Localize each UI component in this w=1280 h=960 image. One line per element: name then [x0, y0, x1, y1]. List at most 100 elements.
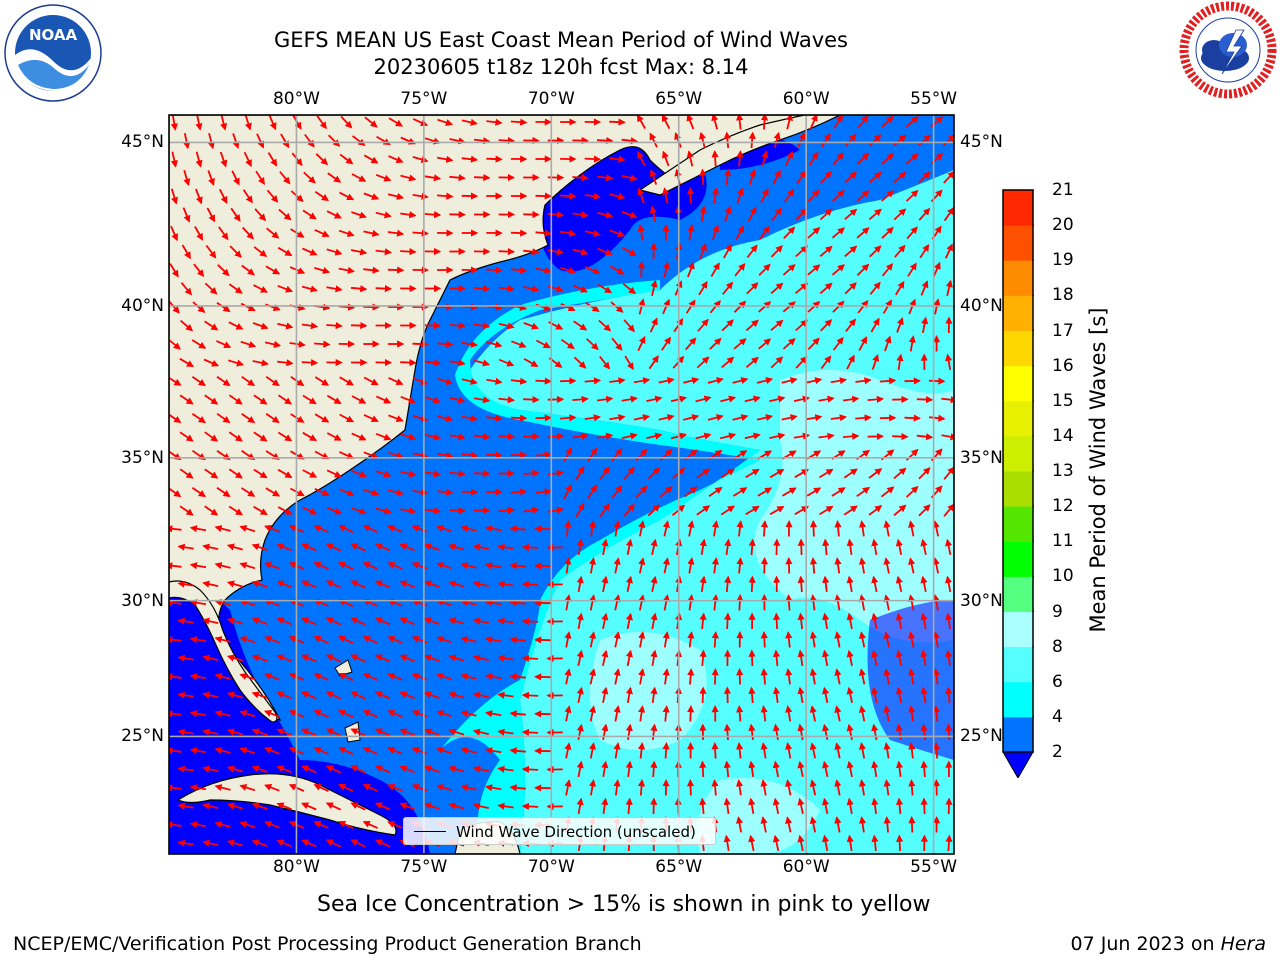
wave-direction-arrow [216, 412, 231, 424]
wave-direction-arrow [399, 617, 416, 626]
wave-direction-arrow [497, 691, 514, 699]
wave-direction-arrow [621, 432, 638, 440]
wave-direction-arrow [904, 414, 921, 422]
wave-direction-arrow [871, 797, 879, 815]
wave-direction-arrow [746, 244, 758, 258]
nws-logo [1178, 0, 1278, 100]
wave-direction-arrow [374, 691, 391, 700]
wave-direction-arrow [943, 503, 954, 517]
wave-direction-arrow [572, 211, 589, 219]
wave-direction-arrow [228, 505, 244, 516]
wave-direction-arrow [510, 266, 528, 274]
wave-direction-arrow [769, 505, 785, 516]
wave-direction-arrow [588, 557, 597, 574]
wave-direction-arrow [239, 673, 256, 681]
wave-direction-arrow [202, 691, 219, 699]
wave-direction-arrow [535, 488, 552, 496]
wave-direction-arrow [575, 465, 585, 481]
wave-direction-arrow [809, 557, 818, 574]
wave-direction-arrow [809, 779, 817, 796]
wave-direction-arrow [351, 173, 367, 182]
wave-direction-arrow [721, 356, 735, 369]
wave-direction-arrow [350, 248, 368, 256]
wave-direction-arrow [758, 301, 772, 313]
wave-direction-arrow [723, 131, 731, 149]
wave-direction-arrow [205, 244, 217, 259]
wave-direction-arrow [436, 784, 452, 792]
wave-direction-arrow [523, 248, 540, 256]
wave-direction-arrow [746, 282, 759, 295]
wave-direction-arrow [325, 543, 342, 552]
wave-direction-arrow [350, 580, 366, 589]
wave-direction-arrow [795, 207, 808, 221]
wave-direction-arrow [375, 284, 393, 293]
wave-direction-arrow [784, 150, 794, 167]
wave-direction-arrow [711, 224, 720, 241]
wave-direction-arrow [769, 395, 786, 403]
wave-direction-arrow [486, 451, 503, 459]
wave-direction-arrow [486, 266, 503, 274]
wave-direction-arrow [769, 468, 785, 479]
wave-direction-arrow [858, 742, 867, 759]
wave-direction-arrow [498, 322, 515, 330]
wave-direction-arrow [832, 189, 845, 202]
wave-direction-arrow [276, 617, 292, 626]
wave-direction-arrow [169, 747, 182, 755]
wave-direction-arrow [239, 821, 256, 829]
wave-direction-arrow [214, 747, 231, 755]
colorbar-tick-1: 4 [1052, 706, 1063, 727]
wave-direction-arrow [473, 137, 491, 145]
wave-direction-arrow [449, 506, 466, 515]
wave-direction-arrow [449, 322, 466, 330]
land-cuba [176, 773, 397, 836]
wave-direction-arrow [203, 358, 220, 367]
wave-direction-arrow [204, 282, 218, 295]
wave-direction-arrow [724, 168, 732, 186]
wave-direction-arrow [170, 151, 178, 168]
wave-direction-arrow [424, 396, 441, 404]
wave-direction-arrow [180, 319, 194, 332]
wave-direction-arrow [844, 282, 857, 295]
colorbar-segment-13 [1003, 260, 1033, 296]
wave-direction-arrow [177, 654, 194, 662]
wave-direction-arrow [650, 723, 658, 741]
wave-direction-arrow [943, 207, 954, 222]
wave-direction-arrow [721, 319, 734, 332]
wave-direction-arrow [169, 338, 181, 350]
wave-direction-arrow [932, 261, 941, 278]
wave-direction-arrow [241, 487, 256, 497]
wave-direction-arrow [264, 821, 280, 829]
wave-direction-arrow [388, 451, 404, 459]
wave-direction-arrow [220, 115, 228, 131]
wave-direction-arrow [535, 377, 552, 385]
wave-direction-arrow [509, 747, 526, 755]
wave-direction-arrow [400, 507, 417, 515]
wave-direction-arrow [748, 686, 756, 704]
wave-direction-arrow [584, 266, 601, 275]
wave-direction-arrow [589, 594, 597, 611]
wave-direction-arrow [686, 115, 695, 130]
wave-direction-arrow [302, 506, 318, 515]
wave-direction-arrow [696, 356, 710, 369]
wave-direction-arrow [486, 118, 503, 126]
wave-direction-arrow [352, 135, 366, 146]
wave-direction-arrow [772, 686, 781, 704]
wave-direction-arrow [523, 322, 540, 330]
wave-direction-arrow [650, 686, 658, 704]
wave-direction-arrow [254, 208, 267, 222]
wave-direction-arrow [560, 302, 576, 312]
wave-direction-arrow [510, 414, 528, 422]
wave-direction-arrow [573, 320, 588, 331]
colorbar-title: Mean Period of Wind Waves [s] [1086, 307, 1110, 633]
wave-direction-arrow [338, 229, 355, 237]
wave-direction-arrow [895, 612, 903, 629]
wave-direction-arrow [658, 414, 675, 422]
wave-direction-arrow [177, 617, 194, 625]
wave-direction-arrow [834, 705, 842, 722]
wave-direction-arrow [822, 612, 830, 630]
wave-direction-arrow [844, 133, 857, 147]
wave-direction-arrow [214, 599, 231, 607]
wave-direction-arrow [744, 432, 761, 440]
colorbar-tick-12: 17 [1052, 320, 1074, 341]
wave-direction-arrow [819, 245, 833, 257]
